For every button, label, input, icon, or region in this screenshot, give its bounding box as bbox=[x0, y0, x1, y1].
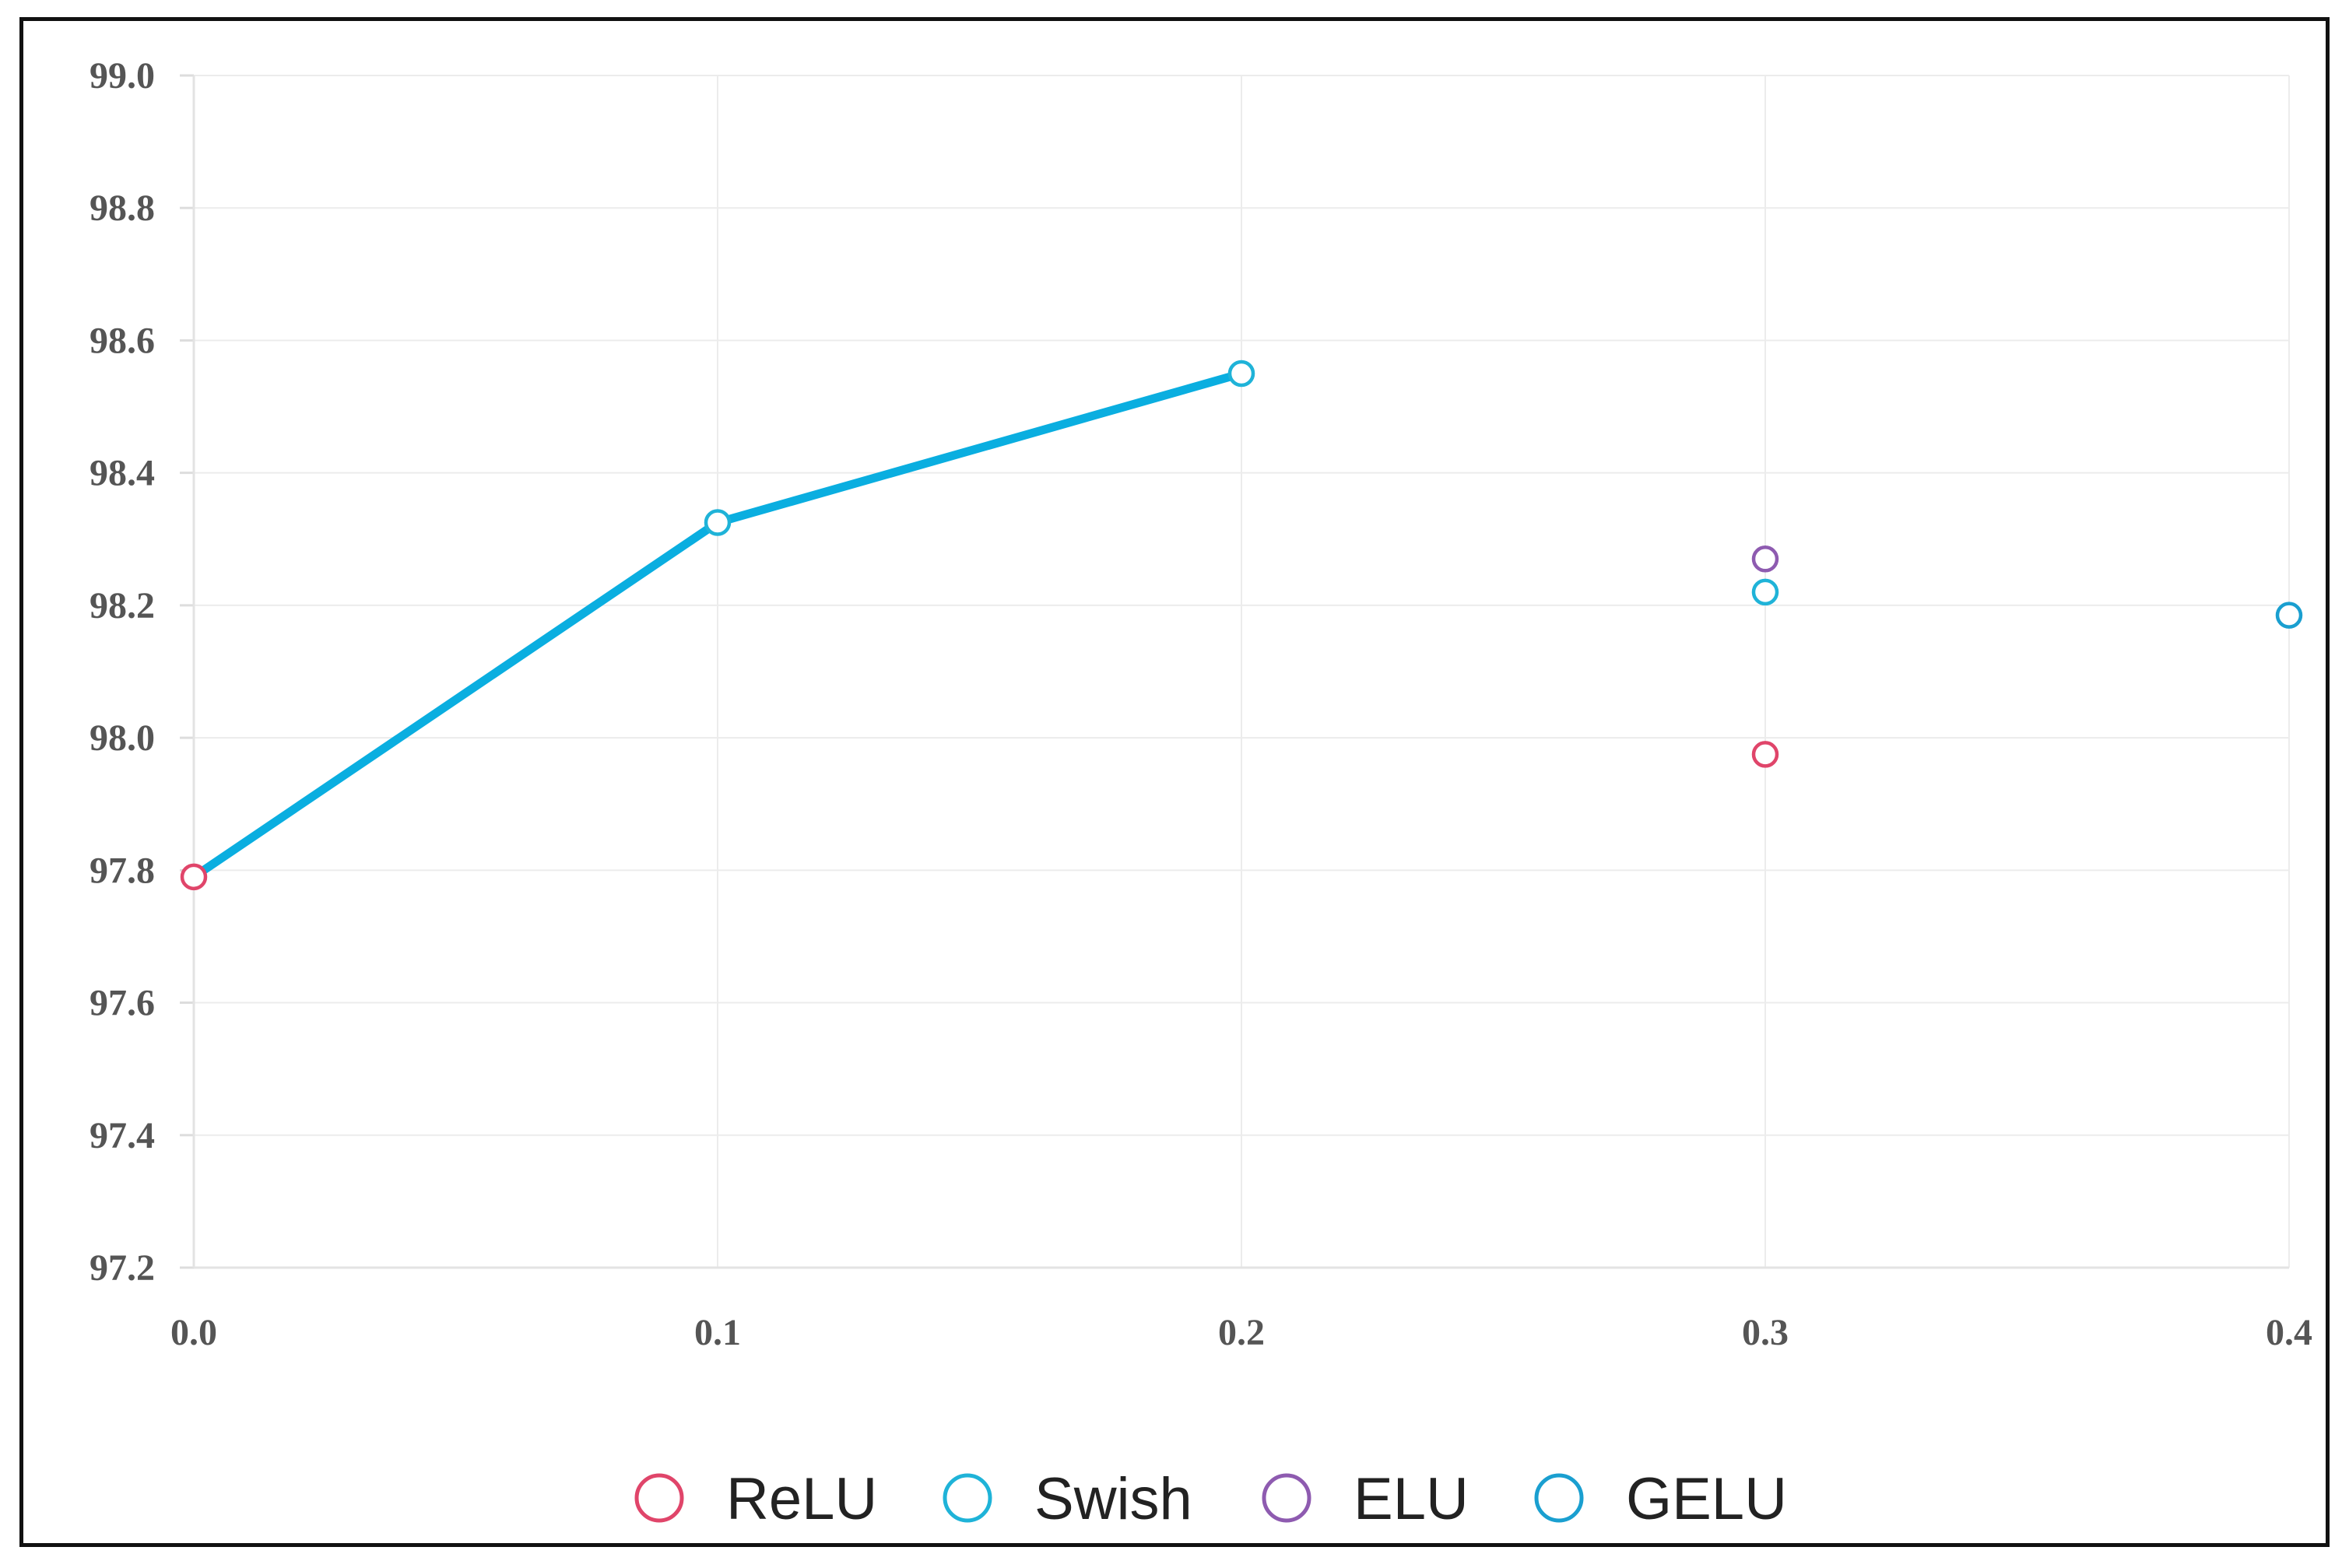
y-tick-labels: 97.2 97.4 97.6 97.8 98.0 98.2 98.4 98.6 98.8 99.0 bbox=[90, 55, 155, 1289]
y-tick-label: 97.2 bbox=[90, 1247, 155, 1289]
x-tick-label: 0.3 bbox=[1742, 1312, 1789, 1353]
legend-item-elu[interactable]: ELU bbox=[1262, 1466, 1469, 1532]
legend-label: Swish bbox=[1034, 1466, 1192, 1532]
legend-label: GELU bbox=[1626, 1466, 1787, 1532]
x-tick-label: 0.4 bbox=[2266, 1312, 2312, 1353]
legend-item-relu[interactable]: ReLU bbox=[634, 1466, 877, 1532]
x-tick-label: 0.1 bbox=[694, 1312, 741, 1353]
x-tick-labels: 0.0 0.1 0.2 0.3 0.4 bbox=[170, 1312, 2312, 1353]
x-tick-label: 0.0 bbox=[170, 1312, 217, 1353]
y-tick-label: 99.0 bbox=[90, 55, 155, 96]
point-relu bbox=[180, 863, 208, 891]
legend[interactable]: ReLU Swish ELU GELU bbox=[634, 1466, 1787, 1532]
legend-label: ReLU bbox=[726, 1466, 877, 1532]
legend-marker bbox=[634, 1473, 684, 1523]
grid-lines bbox=[193, 75, 2290, 1268]
point-elu bbox=[1751, 545, 1779, 573]
point-gelu bbox=[2275, 602, 2303, 629]
data-points bbox=[180, 360, 2303, 891]
point-relu bbox=[1751, 741, 1779, 768]
chart-frame bbox=[19, 17, 2330, 1547]
y-tick-label: 97.4 bbox=[90, 1115, 155, 1156]
y-tick-label: 98.8 bbox=[90, 188, 155, 229]
y-tick-label: 97.8 bbox=[90, 850, 155, 891]
y-tick-label: 97.6 bbox=[90, 983, 155, 1024]
legend-marker bbox=[1262, 1473, 1311, 1523]
legend-item-gelu[interactable]: GELU bbox=[1534, 1466, 1787, 1532]
x-tick-label: 0.2 bbox=[1218, 1312, 1265, 1353]
legend-label: ELU bbox=[1354, 1466, 1469, 1532]
legend-item-swish[interactable]: Swish bbox=[943, 1466, 1192, 1532]
y-tick-label: 98.4 bbox=[90, 453, 155, 494]
point-swish bbox=[704, 509, 732, 536]
point-swish bbox=[1751, 578, 1779, 606]
legend-marker bbox=[1534, 1473, 1584, 1523]
legend-marker bbox=[943, 1473, 992, 1523]
point-swish bbox=[1227, 360, 1255, 388]
y-tick-label: 98.6 bbox=[90, 320, 155, 361]
y-tick-label: 98.0 bbox=[90, 717, 155, 759]
y-tick-label: 98.2 bbox=[90, 585, 155, 626]
